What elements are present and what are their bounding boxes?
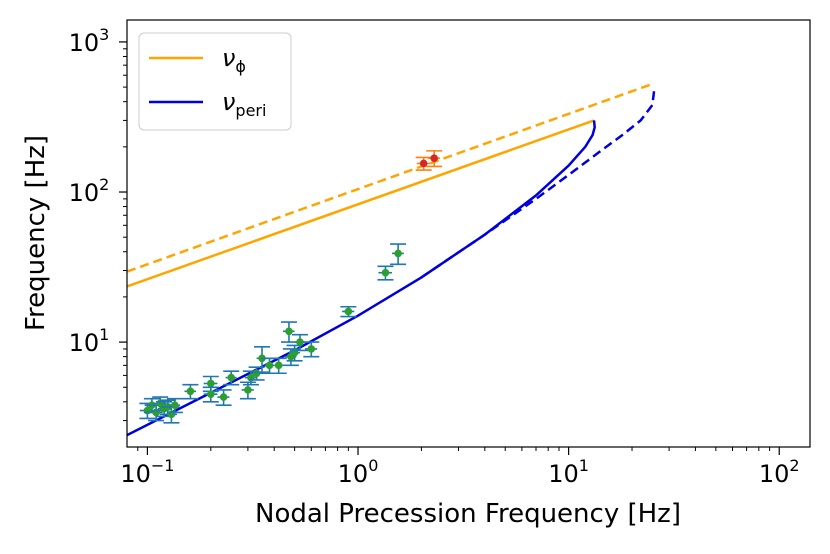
data-point-qpo_data-26 [390,243,407,266]
x-tick-label-1: 100 [338,456,379,488]
data-point-qpo_data-7 [166,397,183,414]
marker [265,361,274,370]
y-axis-label: Frequency [Hz] [21,135,51,331]
legend-nu-peri-sub: peri [235,101,266,120]
marker [430,154,438,162]
marker [419,159,428,168]
data-point-qpo_data-11 [215,389,232,406]
legend-nu-phi-sub: ϕ [235,57,246,76]
marker [285,327,293,336]
series-line-nu_peri_dashed [420,89,656,279]
series-line-nu_phi_solid [127,119,595,288]
series-layer [127,82,656,437]
legend-nu-phi-symbol: ν [222,44,235,72]
y-tick-label-1: 102 [69,175,110,207]
data-point-qpo_upper-1 [426,150,443,168]
data-point-qpo_data-22 [291,333,308,352]
series-line-nu_peri_solid [127,120,596,437]
ticks-layer: 10−1 100 101 102 101 102 103 [69,25,800,488]
marker [186,387,195,396]
marker [344,307,353,316]
marker [207,390,215,398]
y-tick-label-2: 103 [69,25,110,57]
marker [171,401,179,409]
x-tick-label-0: 10−1 [120,456,174,488]
data-point-qpo_data-25 [377,265,394,281]
data-point-qpo_data-12 [223,370,240,386]
data-point-qpo_data-8 [182,383,199,400]
marker [394,249,402,258]
x-tick-label-2: 101 [548,456,589,488]
data-point-qpo_data-10 [202,386,219,403]
legend-label-nu-peri: νperi [222,88,266,120]
marker [207,379,215,388]
marker [244,386,252,394]
legend-label-nu-phi: νϕ [222,44,246,76]
marker [307,345,316,353]
marker [252,369,261,378]
legend-box [138,32,292,131]
x-tick-label-3: 102 [759,456,800,488]
y-tick-label-0: 101 [69,325,110,357]
marker [274,361,283,370]
marker [219,393,228,401]
series-line-nu_phi_dashed [127,82,655,273]
marker [296,338,304,346]
data-point-qpo_data-23 [303,341,320,358]
data-point-qpo_data-24 [340,305,357,318]
marker [227,373,236,382]
x-axis-label: Nodal Precession Frequency [Hz] [255,499,681,529]
legend-nu-peri-symbol: ν [222,88,235,116]
data-point-qpo_data-13 [239,381,256,400]
data-point-qpo_data-19 [280,321,297,343]
legend: νϕ νperi [138,32,292,131]
marker [381,268,390,277]
plot-frame [126,19,811,448]
data-point-qpo_data-18 [270,357,287,375]
